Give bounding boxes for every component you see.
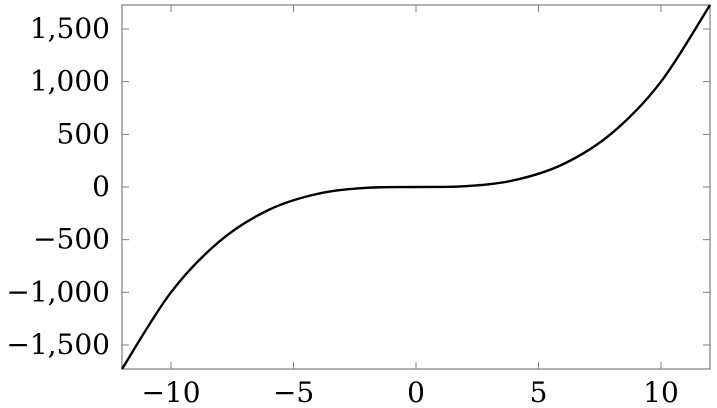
y-tick-label: −1,500 <box>6 328 110 361</box>
y-tick-label: −1,000 <box>6 275 110 308</box>
tick-labels: −10 −5 0 5 10 −1,500 −1,000 −500 0 500 1,000 1,500 <box>6 12 678 408</box>
y-tick-label: 1,000 <box>30 65 110 98</box>
ticks <box>122 5 710 369</box>
series-line <box>120 4 712 370</box>
x-tick-label: 10 <box>643 376 679 408</box>
y-tick-label: −500 <box>33 223 110 256</box>
x-tick-label: 5 <box>530 376 548 408</box>
x-tick-label: −5 <box>273 376 314 408</box>
x-tick-label: −10 <box>141 376 200 408</box>
y-tick-label: 1,500 <box>30 12 110 45</box>
series <box>120 4 712 370</box>
x-tick-label: 0 <box>407 376 425 408</box>
y-tick-label: 500 <box>57 117 110 150</box>
y-tick-label: 0 <box>92 170 110 203</box>
